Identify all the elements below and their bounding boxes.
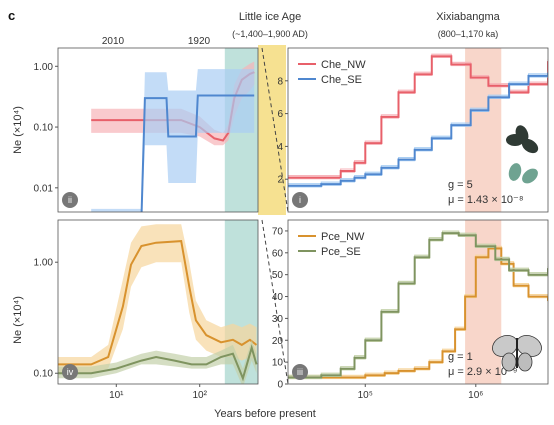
series-line-che_se xyxy=(288,72,548,187)
x-tick-label: 10² xyxy=(192,390,207,401)
lia-header-gradient xyxy=(258,45,286,215)
y-tick-label: 4 xyxy=(277,142,283,153)
panel-i: 2 4 6 8 i Che_NW Che_SEg = 5 μ = 1.43 × 10⁻⁸ xyxy=(277,47,549,213)
series-line-pce_nw xyxy=(58,240,258,366)
legend-label: Pce_NW xyxy=(321,231,365,243)
confidence-band-che_se xyxy=(91,69,255,212)
axes-frame xyxy=(287,219,549,385)
panel-badge xyxy=(62,192,78,208)
lia-range: (~1,400–1,900 AD) xyxy=(232,29,308,39)
panel-letter: c xyxy=(8,8,15,23)
y-tick-label: 50 xyxy=(272,270,284,281)
xixia-range: (800–1,170 ka) xyxy=(438,29,499,39)
panel-badge-label: ii xyxy=(68,195,72,205)
plant-leaf-icon xyxy=(522,168,538,184)
confidence-band-che_nw xyxy=(91,61,255,146)
legend-label: Che_NW xyxy=(321,59,366,71)
generation-time: g = 5 xyxy=(448,179,473,191)
ylabel-top: Ne (×10⁴) xyxy=(12,106,24,154)
series-line-pce_se xyxy=(288,232,548,379)
x-tick-label: 10⁶ xyxy=(468,390,483,401)
xlabel: Years before present xyxy=(214,408,316,420)
panel-badge-label: i xyxy=(299,195,301,205)
butterfly-hindwing-icon xyxy=(501,352,517,372)
xixia-title: Xixiabangma xyxy=(436,11,500,23)
y-tick-label: 1.00 xyxy=(34,62,54,73)
y-tick-label: 70 xyxy=(272,226,284,237)
panel-iii: 0 10 20 30 40 50 60 70 10⁵ 10⁶ iii Pce_NW Pce_SEg = … xyxy=(272,219,549,401)
mutation-rate: μ = 1.43 × 10⁻⁸ xyxy=(448,194,524,206)
legend-label: Pce_SE xyxy=(321,246,361,258)
butterfly-hindwing-icon xyxy=(517,352,533,372)
y-tick-label: 0.10 xyxy=(34,369,54,380)
y-tick-label: 0.10 xyxy=(34,123,54,134)
x-tick-label: 10¹ xyxy=(109,390,124,401)
panel-badge-label: iii xyxy=(297,367,303,377)
lia-title: Little ice Age xyxy=(239,11,301,23)
y-tick-label: 6 xyxy=(277,109,283,120)
panel-badge xyxy=(62,364,78,380)
generation-time: g = 1 xyxy=(448,351,473,363)
axes-frame xyxy=(287,47,549,213)
plant-leaf-icon xyxy=(521,138,539,154)
top-year-1920: 1920 xyxy=(188,36,211,47)
y-tick-label: 8 xyxy=(277,76,283,87)
y-tick-label: 1.00 xyxy=(34,258,54,269)
x-tick-label: 10⁵ xyxy=(358,390,373,401)
series-line-che_se xyxy=(140,94,255,212)
series-line-pce_nw xyxy=(288,247,548,379)
y-tick-label: 0 xyxy=(277,380,283,391)
y-tick-label: 10 xyxy=(272,358,284,369)
axes-frame xyxy=(57,47,259,213)
y-tick-label: 0.01 xyxy=(34,183,54,194)
y-tick-label: 30 xyxy=(272,314,284,325)
y-tick-label: 60 xyxy=(272,248,284,259)
y-tick-label: 40 xyxy=(272,292,284,303)
plant-leaf-icon xyxy=(508,163,522,181)
panel-badge-label: iv xyxy=(67,367,74,377)
series-line-pce_se xyxy=(58,344,258,382)
plant-leaf-icon xyxy=(515,125,529,143)
y-tick-label: 20 xyxy=(272,336,284,347)
panel-badge xyxy=(292,364,308,380)
panel-ii: 0.01 0.10 1.00 ii xyxy=(34,47,259,213)
panel-iv: 0.10 1.00 10¹ 10² iv xyxy=(34,219,259,401)
confidence-band-pce_se xyxy=(58,339,257,384)
legend-label: Che_SE xyxy=(321,74,362,86)
mutation-rate: μ = 2.9 × 10⁻⁹ xyxy=(448,366,517,378)
y-tick-label: 2 xyxy=(277,175,283,186)
top-year-2010: 2010 xyxy=(102,36,125,47)
panel-badge xyxy=(292,192,308,208)
axes-frame xyxy=(57,219,259,385)
replicate-line-che_nw xyxy=(288,53,548,177)
ylabel-bottom: Ne (×10⁴) xyxy=(12,296,24,344)
